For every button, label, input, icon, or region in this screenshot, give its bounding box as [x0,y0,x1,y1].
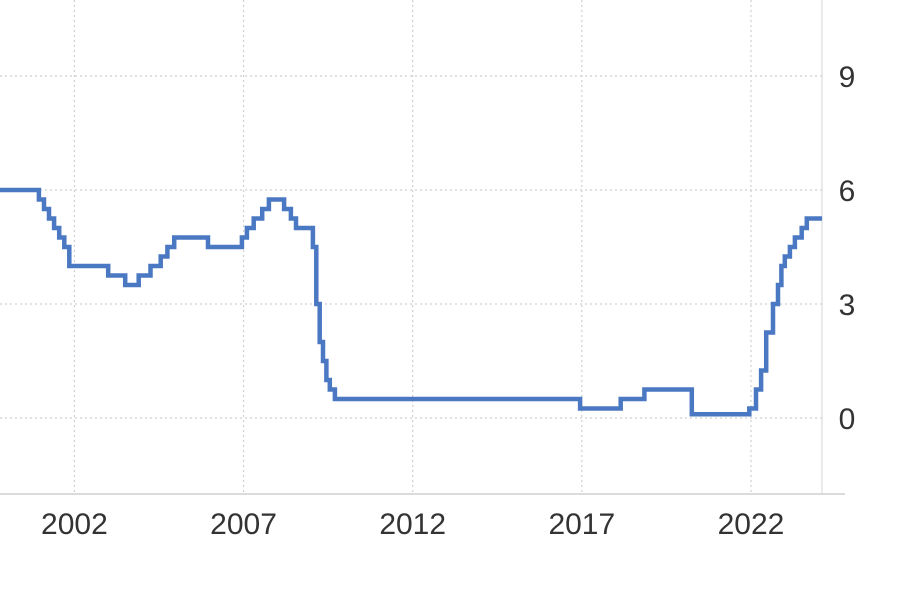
y-tick-label: 3 [839,289,856,322]
x-tick-label: 2012 [379,508,446,541]
y-tick-label: 9 [839,61,856,94]
x-tick-label: 2022 [718,508,785,541]
horizontal-gridlines [0,75,822,419]
x-tick-label: 2002 [41,508,108,541]
x-tick-label: 2007 [210,508,277,541]
y-axis-tick-labels: 0 3 6 9 [839,61,856,436]
y-tick-label: 6 [839,175,856,208]
x-axis-tick-labels: 2002 2007 2012 2017 2022 [41,508,784,541]
interest-rate-line [0,187,822,417]
y-tick-label: 0 [839,403,856,436]
x-tick-label: 2017 [548,508,615,541]
